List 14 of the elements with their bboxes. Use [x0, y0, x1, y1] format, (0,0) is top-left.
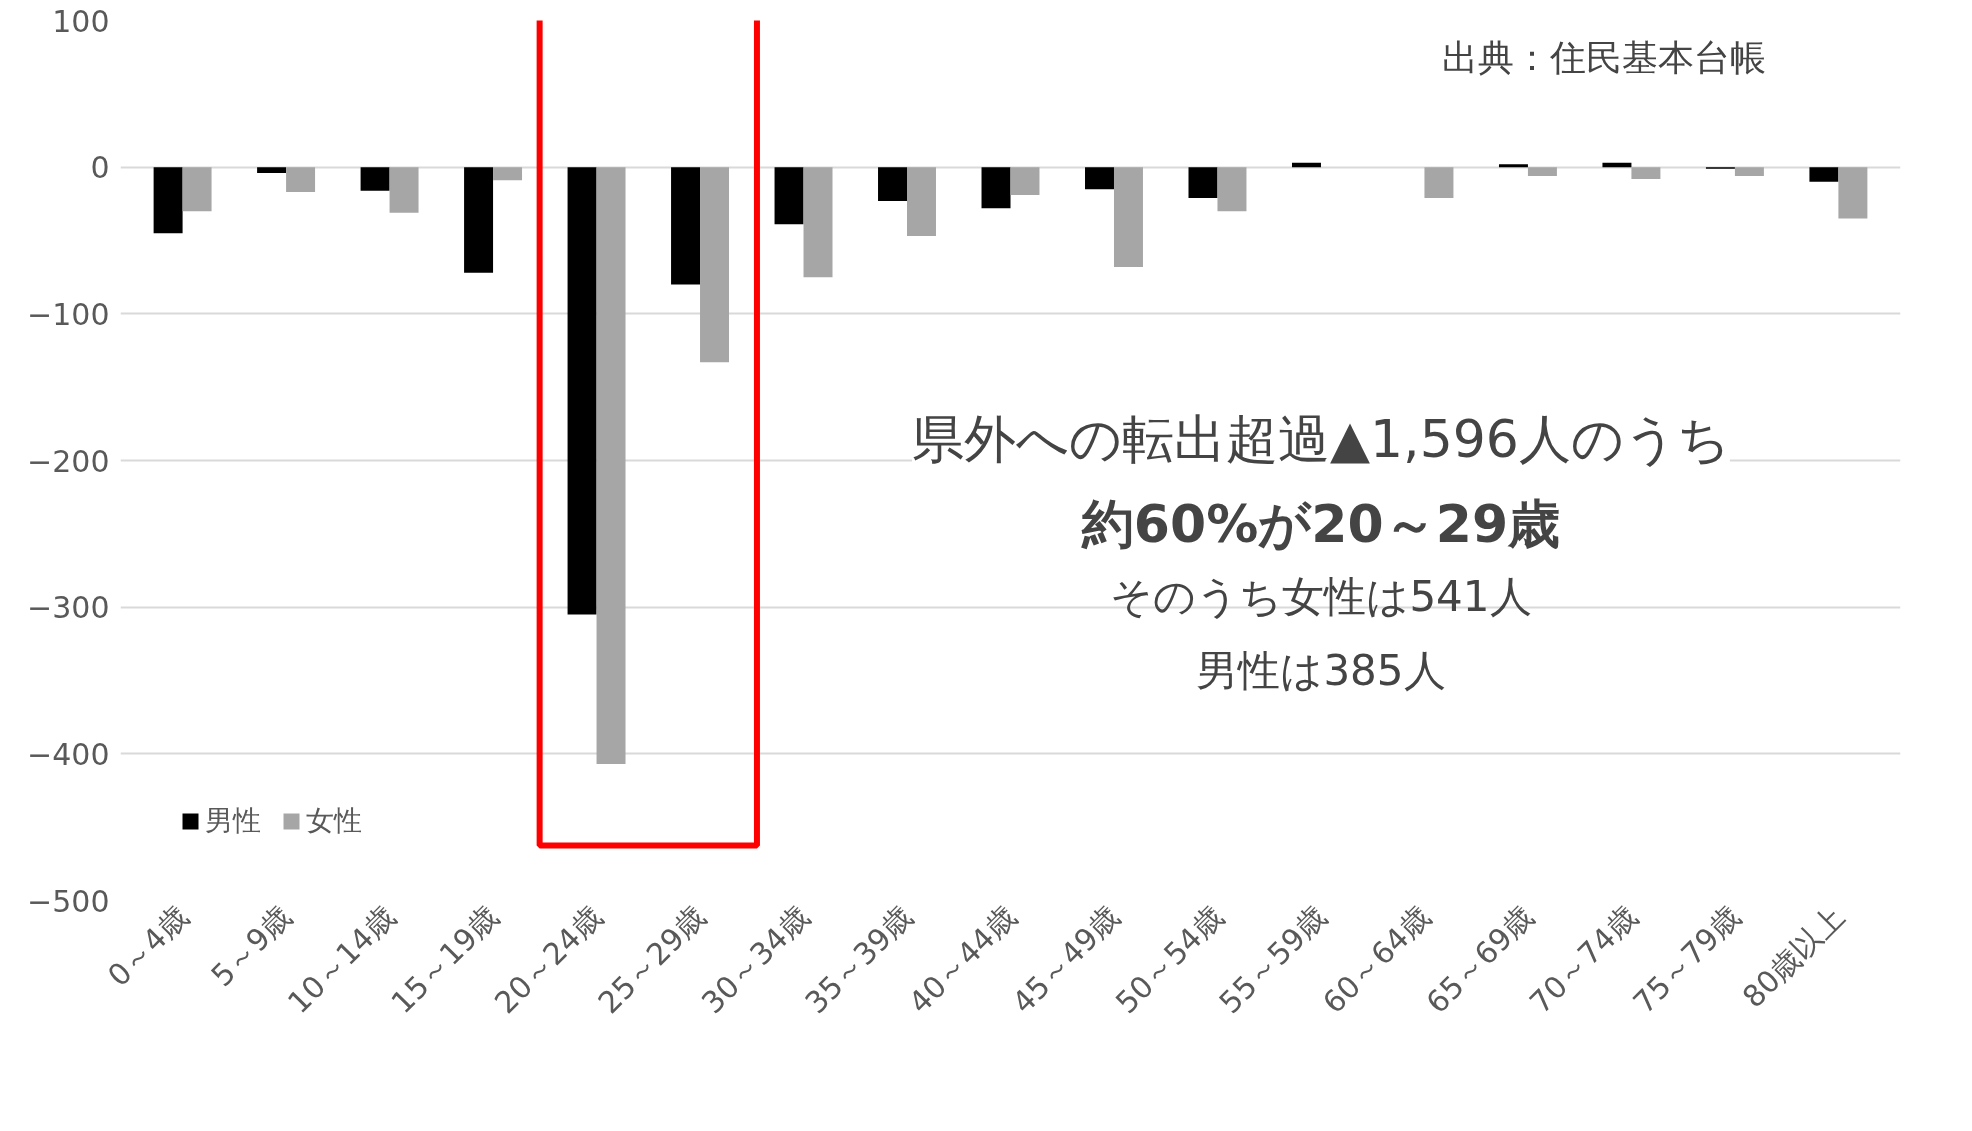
legend-label: 男性 — [205, 803, 261, 839]
y-tick-label: −300 — [27, 590, 110, 626]
annotation: 男性は385人 — [1196, 645, 1446, 695]
annotation: 出典：住民基本台帳 — [1441, 36, 1766, 78]
y-tick-label: −500 — [27, 883, 110, 919]
annotation: 県外への転出超過▲1,596人のうち — [912, 408, 1730, 469]
y-tick-label: −100 — [27, 296, 110, 332]
y-tick-label: 0 — [90, 150, 110, 186]
y-tick-label: −200 — [27, 443, 110, 479]
annotation: そのうち女性は541人 — [1110, 572, 1532, 622]
legend-label: 女性 — [306, 803, 362, 839]
y-tick-label: −400 — [27, 736, 110, 772]
annotation: 約60%が20～29歳 — [1080, 493, 1561, 554]
y-tick-label: 100 — [52, 3, 110, 39]
